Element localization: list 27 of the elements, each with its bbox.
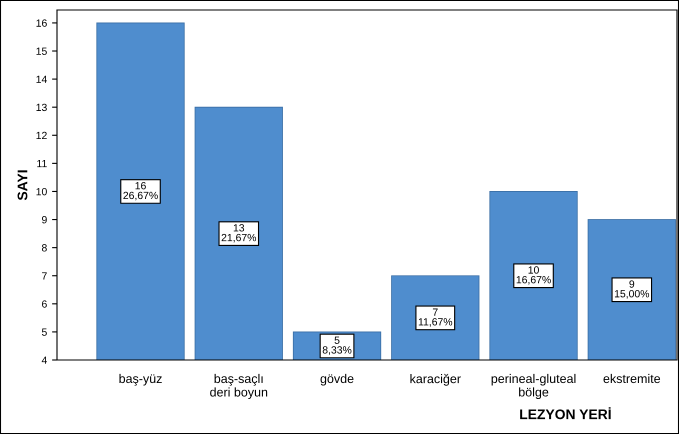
x-tick-label: baş-yüz: [119, 374, 162, 386]
x-tick-label: karaciğer: [410, 374, 461, 386]
x-tick-label: ekstremite: [604, 374, 660, 384]
y-tick-label: 10: [36, 188, 47, 196]
y-tick-label: 16: [36, 19, 47, 27]
data-label: 7 11,67%: [418, 308, 452, 327]
data-label: 9 15,00%: [614, 280, 650, 299]
y-tick-label: 9: [42, 216, 47, 224]
y-tick-label: 13: [36, 104, 47, 112]
x-axis-title: LEZYON YERİ: [520, 407, 611, 420]
y-tick-label: 4: [42, 356, 47, 364]
y-tick-label: 11: [37, 160, 47, 168]
y-tick-label: 5: [42, 328, 47, 336]
x-tick-label: baş-saçlı deri boyun: [210, 374, 268, 400]
x-tick-label: gövde: [320, 374, 354, 386]
y-tick-label: 8: [42, 244, 47, 252]
y-tick-label: 12: [36, 132, 47, 140]
data-label: 5 8,33%: [322, 336, 352, 355]
y-tick-label: 6: [42, 300, 47, 308]
data-label: 13 21,67%: [222, 224, 256, 242]
y-tick-label: 15: [36, 48, 47, 55]
data-label: 16 26,67%: [123, 182, 158, 200]
y-axis-title: SAYI: [18, 170, 28, 200]
x-tick-label: perineal-gluteal bölge: [492, 374, 576, 400]
data-label: 10 16,67%: [516, 266, 551, 285]
y-tick-label: 14: [36, 76, 47, 83]
y-tick-label: 7: [42, 272, 47, 280]
